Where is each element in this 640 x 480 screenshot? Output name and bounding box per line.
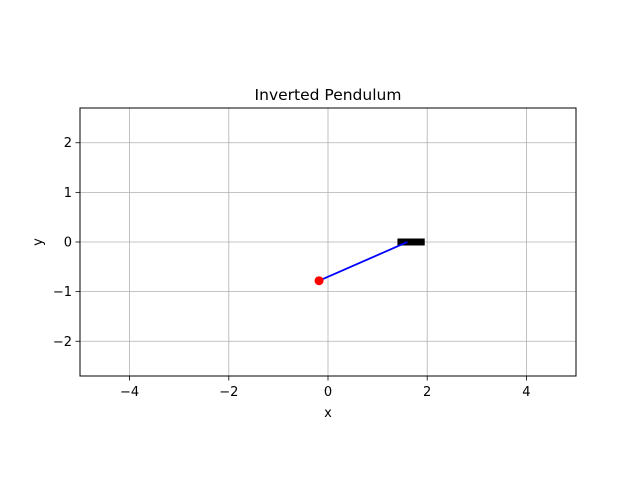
grid	[80, 108, 576, 376]
pendulum-rod	[318, 241, 408, 282]
y-tick-label: 0	[64, 236, 72, 251]
chart-marks	[314, 238, 425, 286]
pendulum-bob	[314, 276, 324, 286]
x-tick-label: −4	[120, 385, 139, 400]
axis-ticks: −4 −2 0 2 4 −2 −1 0 1 2	[53, 136, 531, 400]
x-tick-label: 4	[522, 385, 530, 400]
y-tick-label: −1	[53, 285, 72, 300]
y-tick-label: 2	[64, 136, 72, 151]
x-tick-label: 0	[324, 385, 332, 400]
y-tick-label: 1	[64, 186, 72, 201]
x-tick-label: −2	[219, 385, 238, 400]
y-tick-label: −2	[53, 335, 72, 350]
x-tick-label: 2	[423, 385, 431, 400]
x-axis-label: x	[324, 406, 332, 421]
y-axis-label: y	[31, 238, 46, 246]
chart-title: Inverted Pendulum	[255, 86, 402, 104]
